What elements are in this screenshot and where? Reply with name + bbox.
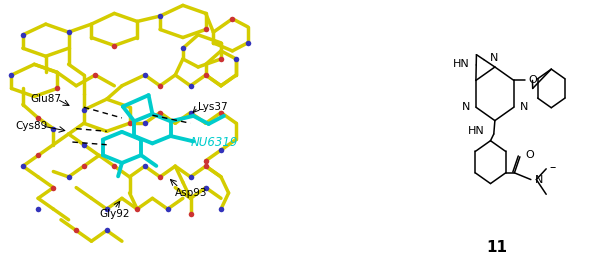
Text: N: N — [461, 102, 470, 112]
Text: Gly92: Gly92 — [99, 209, 130, 219]
Text: O: O — [529, 75, 538, 85]
Text: N: N — [520, 102, 529, 112]
Text: N: N — [490, 53, 499, 63]
Text: Glu87: Glu87 — [31, 94, 61, 104]
Text: NU6319: NU6319 — [191, 136, 238, 148]
Text: O: O — [526, 150, 534, 161]
Text: 11: 11 — [487, 240, 508, 255]
Text: Asp93: Asp93 — [175, 188, 208, 198]
Text: HN: HN — [452, 59, 469, 69]
Text: N: N — [535, 174, 543, 185]
Text: Cys89: Cys89 — [15, 121, 47, 131]
Text: Lys37: Lys37 — [198, 102, 228, 112]
Text: –: – — [550, 161, 556, 174]
Text: HN: HN — [468, 126, 485, 136]
